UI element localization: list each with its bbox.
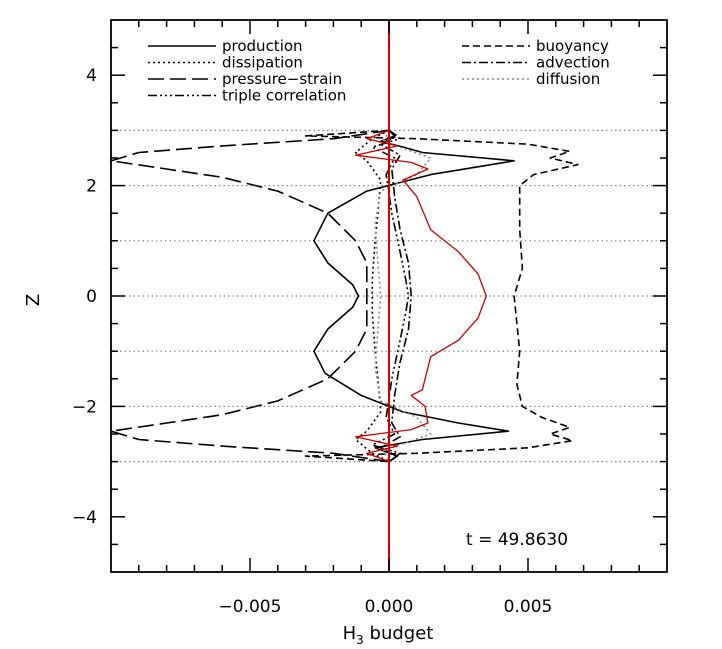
series-line-3 [110,129,390,463]
y-axis-label: Z [23,294,44,306]
x-axis-label-base: H [343,623,357,644]
legend-label: production [222,37,303,55]
x-tick-label: 0.005 [504,597,553,617]
legend-label: advection [536,54,610,72]
series-line-2 [354,129,390,463]
legend-label: buoyancy [536,37,609,55]
legend-label: dissipation [222,54,303,72]
legend-label: diffusion [536,70,600,88]
x-axis-label: H3 budget [343,623,434,647]
annotation-time: t = 49.8630 [466,530,568,550]
y-tick-label: 0 [86,287,97,307]
y-tick-label: −4 [72,508,97,528]
plot-area: −0.005 0.000 0.005 −4 −2 0 2 4 productiondissipa… [72,19,668,617]
y-tick-label: 4 [86,66,97,86]
legend-label: triple correlation [222,87,346,105]
series-line-4 [371,129,410,463]
x-axis-label-subscript: 3 [356,633,364,647]
legend-label: pressure−strain [222,70,342,88]
series-line-8 [354,129,487,463]
series-line-5 [304,129,579,463]
series-line-6 [379,129,413,463]
series-line-1 [313,129,515,463]
x-tick-label: 0.000 [365,597,414,617]
y-tick-label: 2 [86,177,97,197]
x-axis-label-suffix: budget [364,623,434,644]
y-tick-label: −2 [72,397,97,417]
x-tick-label: −0.005 [219,597,282,617]
